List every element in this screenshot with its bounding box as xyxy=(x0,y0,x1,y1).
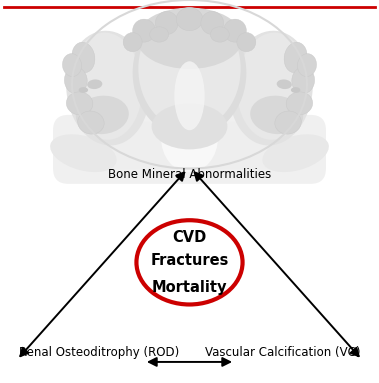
Text: Vascular Calcification (VC): Vascular Calcification (VC) xyxy=(205,346,360,359)
Ellipse shape xyxy=(201,11,224,34)
Ellipse shape xyxy=(275,111,301,134)
Text: Mortality: Mortality xyxy=(152,280,227,295)
Ellipse shape xyxy=(237,33,256,52)
Ellipse shape xyxy=(286,92,313,115)
Ellipse shape xyxy=(133,8,246,138)
Ellipse shape xyxy=(277,79,292,89)
Ellipse shape xyxy=(224,19,246,42)
Ellipse shape xyxy=(138,8,241,130)
Ellipse shape xyxy=(161,103,218,172)
Ellipse shape xyxy=(292,67,315,94)
FancyBboxPatch shape xyxy=(53,115,326,184)
Ellipse shape xyxy=(136,220,243,304)
Ellipse shape xyxy=(123,33,142,52)
Ellipse shape xyxy=(152,103,227,149)
Ellipse shape xyxy=(78,111,104,134)
Ellipse shape xyxy=(66,31,150,146)
Ellipse shape xyxy=(70,33,142,140)
Ellipse shape xyxy=(176,8,203,31)
Ellipse shape xyxy=(79,87,88,93)
Text: Renal Osteoditrophy (ROD): Renal Osteoditrophy (ROD) xyxy=(19,346,179,359)
Ellipse shape xyxy=(66,92,93,115)
Ellipse shape xyxy=(72,42,95,73)
Text: Fractures: Fractures xyxy=(150,253,229,268)
Ellipse shape xyxy=(210,27,229,42)
Ellipse shape xyxy=(150,27,169,42)
Ellipse shape xyxy=(237,33,309,140)
Ellipse shape xyxy=(87,79,102,89)
Ellipse shape xyxy=(284,42,307,73)
Ellipse shape xyxy=(250,96,303,134)
Ellipse shape xyxy=(63,54,81,77)
Ellipse shape xyxy=(155,11,178,34)
Ellipse shape xyxy=(76,96,129,134)
Ellipse shape xyxy=(136,8,243,69)
Ellipse shape xyxy=(298,54,316,77)
Ellipse shape xyxy=(64,67,87,94)
Ellipse shape xyxy=(50,134,117,172)
Ellipse shape xyxy=(262,134,329,172)
Text: CVD: CVD xyxy=(172,230,207,245)
Ellipse shape xyxy=(174,61,205,130)
Ellipse shape xyxy=(229,31,313,146)
Polygon shape xyxy=(83,123,296,169)
Ellipse shape xyxy=(291,87,300,93)
Text: Bone Mineral Abnormalities: Bone Mineral Abnormalities xyxy=(108,168,271,181)
Ellipse shape xyxy=(133,19,155,42)
